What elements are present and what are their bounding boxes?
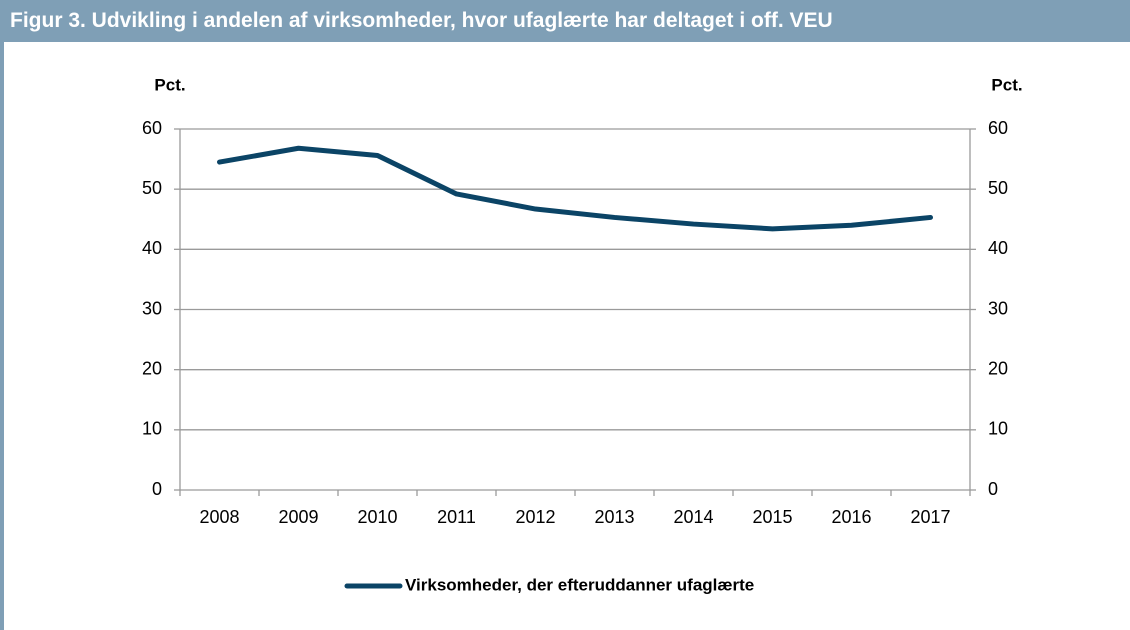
- chart-title: Figur 3. Udvikling i andelen af virksomh…: [0, 0, 1130, 42]
- y2-tick-label: 60: [988, 118, 1008, 138]
- frame-border: [0, 42, 4, 630]
- y-tick-label: 0: [152, 479, 162, 499]
- legend-label: Virksomheder, der efteruddanner ufaglært…: [405, 575, 754, 594]
- y-axis-label: Pct.: [154, 75, 185, 94]
- x-tick-label: 2008: [199, 507, 239, 527]
- x-tick-label: 2011: [437, 507, 476, 527]
- data-line: [217, 145, 933, 232]
- y2-tick-label: 20: [988, 358, 1008, 378]
- y-tick-label: 50: [142, 178, 162, 198]
- x-tick-label: 2014: [673, 507, 713, 527]
- y-tick-label: 30: [142, 298, 162, 318]
- x-tick-label: 2010: [357, 507, 397, 527]
- y2-tick-label: 0: [988, 479, 998, 499]
- y-tick-label: 60: [142, 118, 162, 138]
- x-tick-label: 2017: [910, 507, 950, 527]
- x-tick-label: 2015: [752, 507, 792, 527]
- y2-tick-label: 10: [988, 419, 1008, 439]
- x-tick-label: 2013: [594, 507, 634, 527]
- x-tick-label: 2016: [831, 507, 871, 527]
- y2-tick-label: 30: [988, 298, 1008, 318]
- y2-tick-label: 50: [988, 178, 1008, 198]
- y2-tick-label: 40: [988, 238, 1008, 258]
- x-tick-label: 2009: [278, 507, 318, 527]
- y-tick-label: 10: [142, 419, 162, 439]
- y-tick-label: 20: [142, 358, 162, 378]
- x-tick-label: 2012: [515, 507, 555, 527]
- y-tick-label: 40: [142, 238, 162, 258]
- y2-axis-label: Pct.: [991, 75, 1022, 94]
